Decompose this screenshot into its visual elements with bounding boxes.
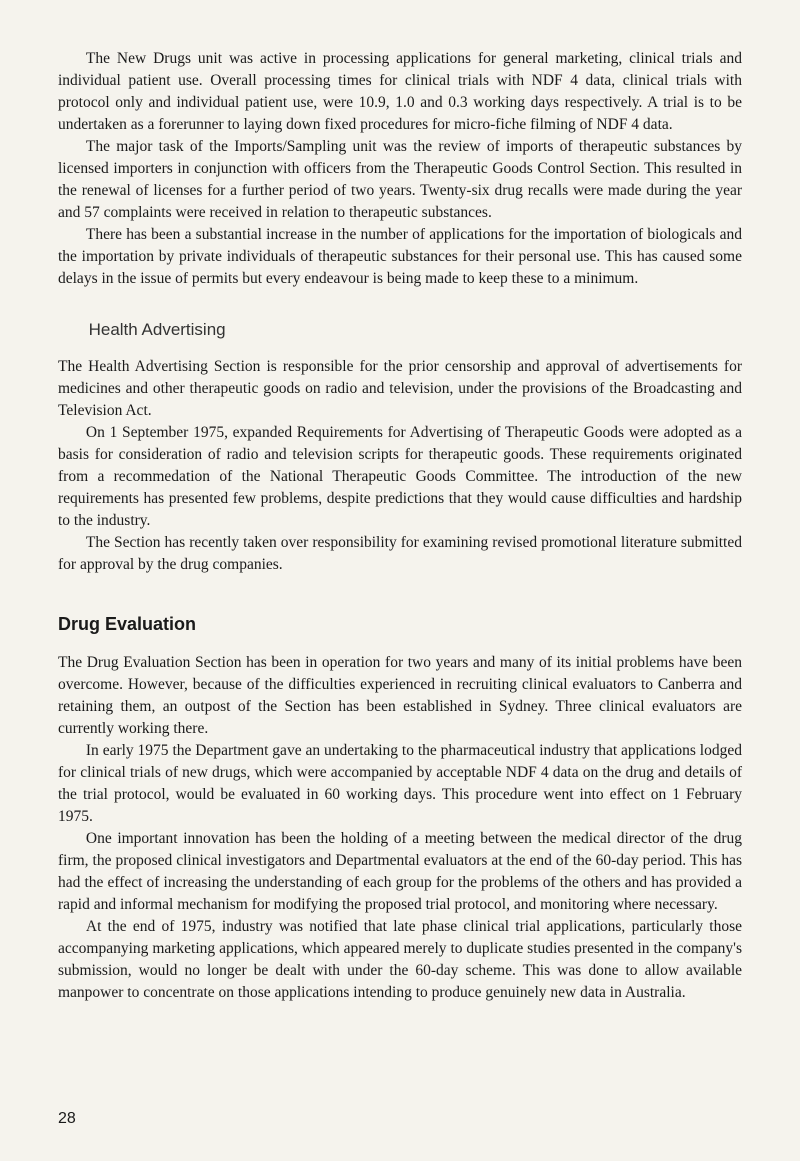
body-paragraph: On 1 September 1975, expanded Requiremen…	[58, 422, 742, 532]
body-paragraph: There has been a substantial increase in…	[58, 224, 742, 290]
page-number: 28	[58, 1108, 76, 1131]
body-paragraph: The Health Advertising Section is respon…	[58, 356, 742, 422]
body-paragraph: One important innovation has been the ho…	[58, 828, 742, 916]
body-paragraph: The New Drugs unit was active in process…	[58, 48, 742, 136]
body-paragraph: In early 1975 the Department gave an und…	[58, 740, 742, 828]
body-paragraph: The Drug Evaluation Section has been in …	[58, 652, 742, 740]
section-heading-health-advertising: Health Advertising	[58, 318, 742, 342]
section-heading-drug-evaluation: Drug Evaluation	[58, 612, 742, 638]
body-paragraph: The major task of the Imports/Sampling u…	[58, 136, 742, 224]
body-paragraph: At the end of 1975, industry was notifie…	[58, 916, 742, 1004]
body-paragraph: The Section has recently taken over resp…	[58, 532, 742, 576]
